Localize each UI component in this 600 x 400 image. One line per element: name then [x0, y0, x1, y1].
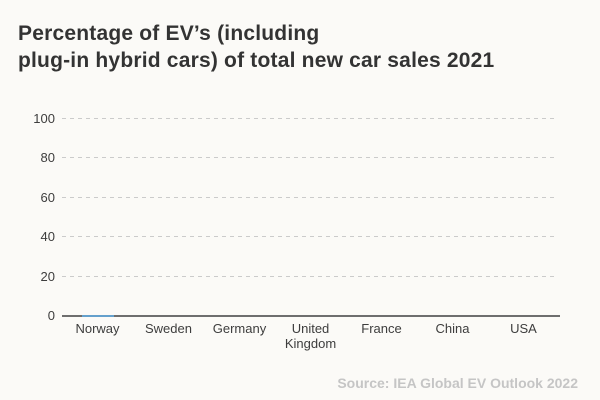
bar-norway	[81, 315, 114, 317]
gridline	[62, 118, 558, 119]
x-axis-label: China	[435, 321, 470, 336]
gridline	[62, 275, 558, 277]
y-tick-label: 0	[47, 308, 55, 323]
x-axis-label: United Kingdom	[284, 321, 337, 351]
chart-title-line2: plug-in hybrid cars) of total new car sa…	[18, 49, 495, 72]
gridline	[62, 196, 558, 198]
y-tick-label: 100	[33, 111, 55, 126]
chart-title-line1: Percentage of EV’s (including	[18, 22, 320, 45]
chart-title: Percentage of EV’s (including plug-in hy…	[18, 20, 578, 74]
y-tick-label: 80	[40, 150, 55, 166]
source-note: Source: IEA Global EV Outlook 2022	[337, 375, 578, 391]
y-tick-label: 20	[40, 268, 55, 284]
x-axis-label: USA	[510, 321, 537, 336]
x-axis-label: Germany	[212, 321, 267, 336]
x-axis-label: Sweden	[145, 321, 192, 336]
y-tick-label: 60	[40, 189, 55, 205]
gridline	[62, 236, 558, 238]
x-axis-line	[62, 315, 560, 317]
x-axis-label: Norway	[75, 321, 120, 336]
gridline	[62, 157, 558, 159]
y-tick-label: 40	[40, 229, 55, 245]
x-axis-label: France	[361, 321, 402, 336]
